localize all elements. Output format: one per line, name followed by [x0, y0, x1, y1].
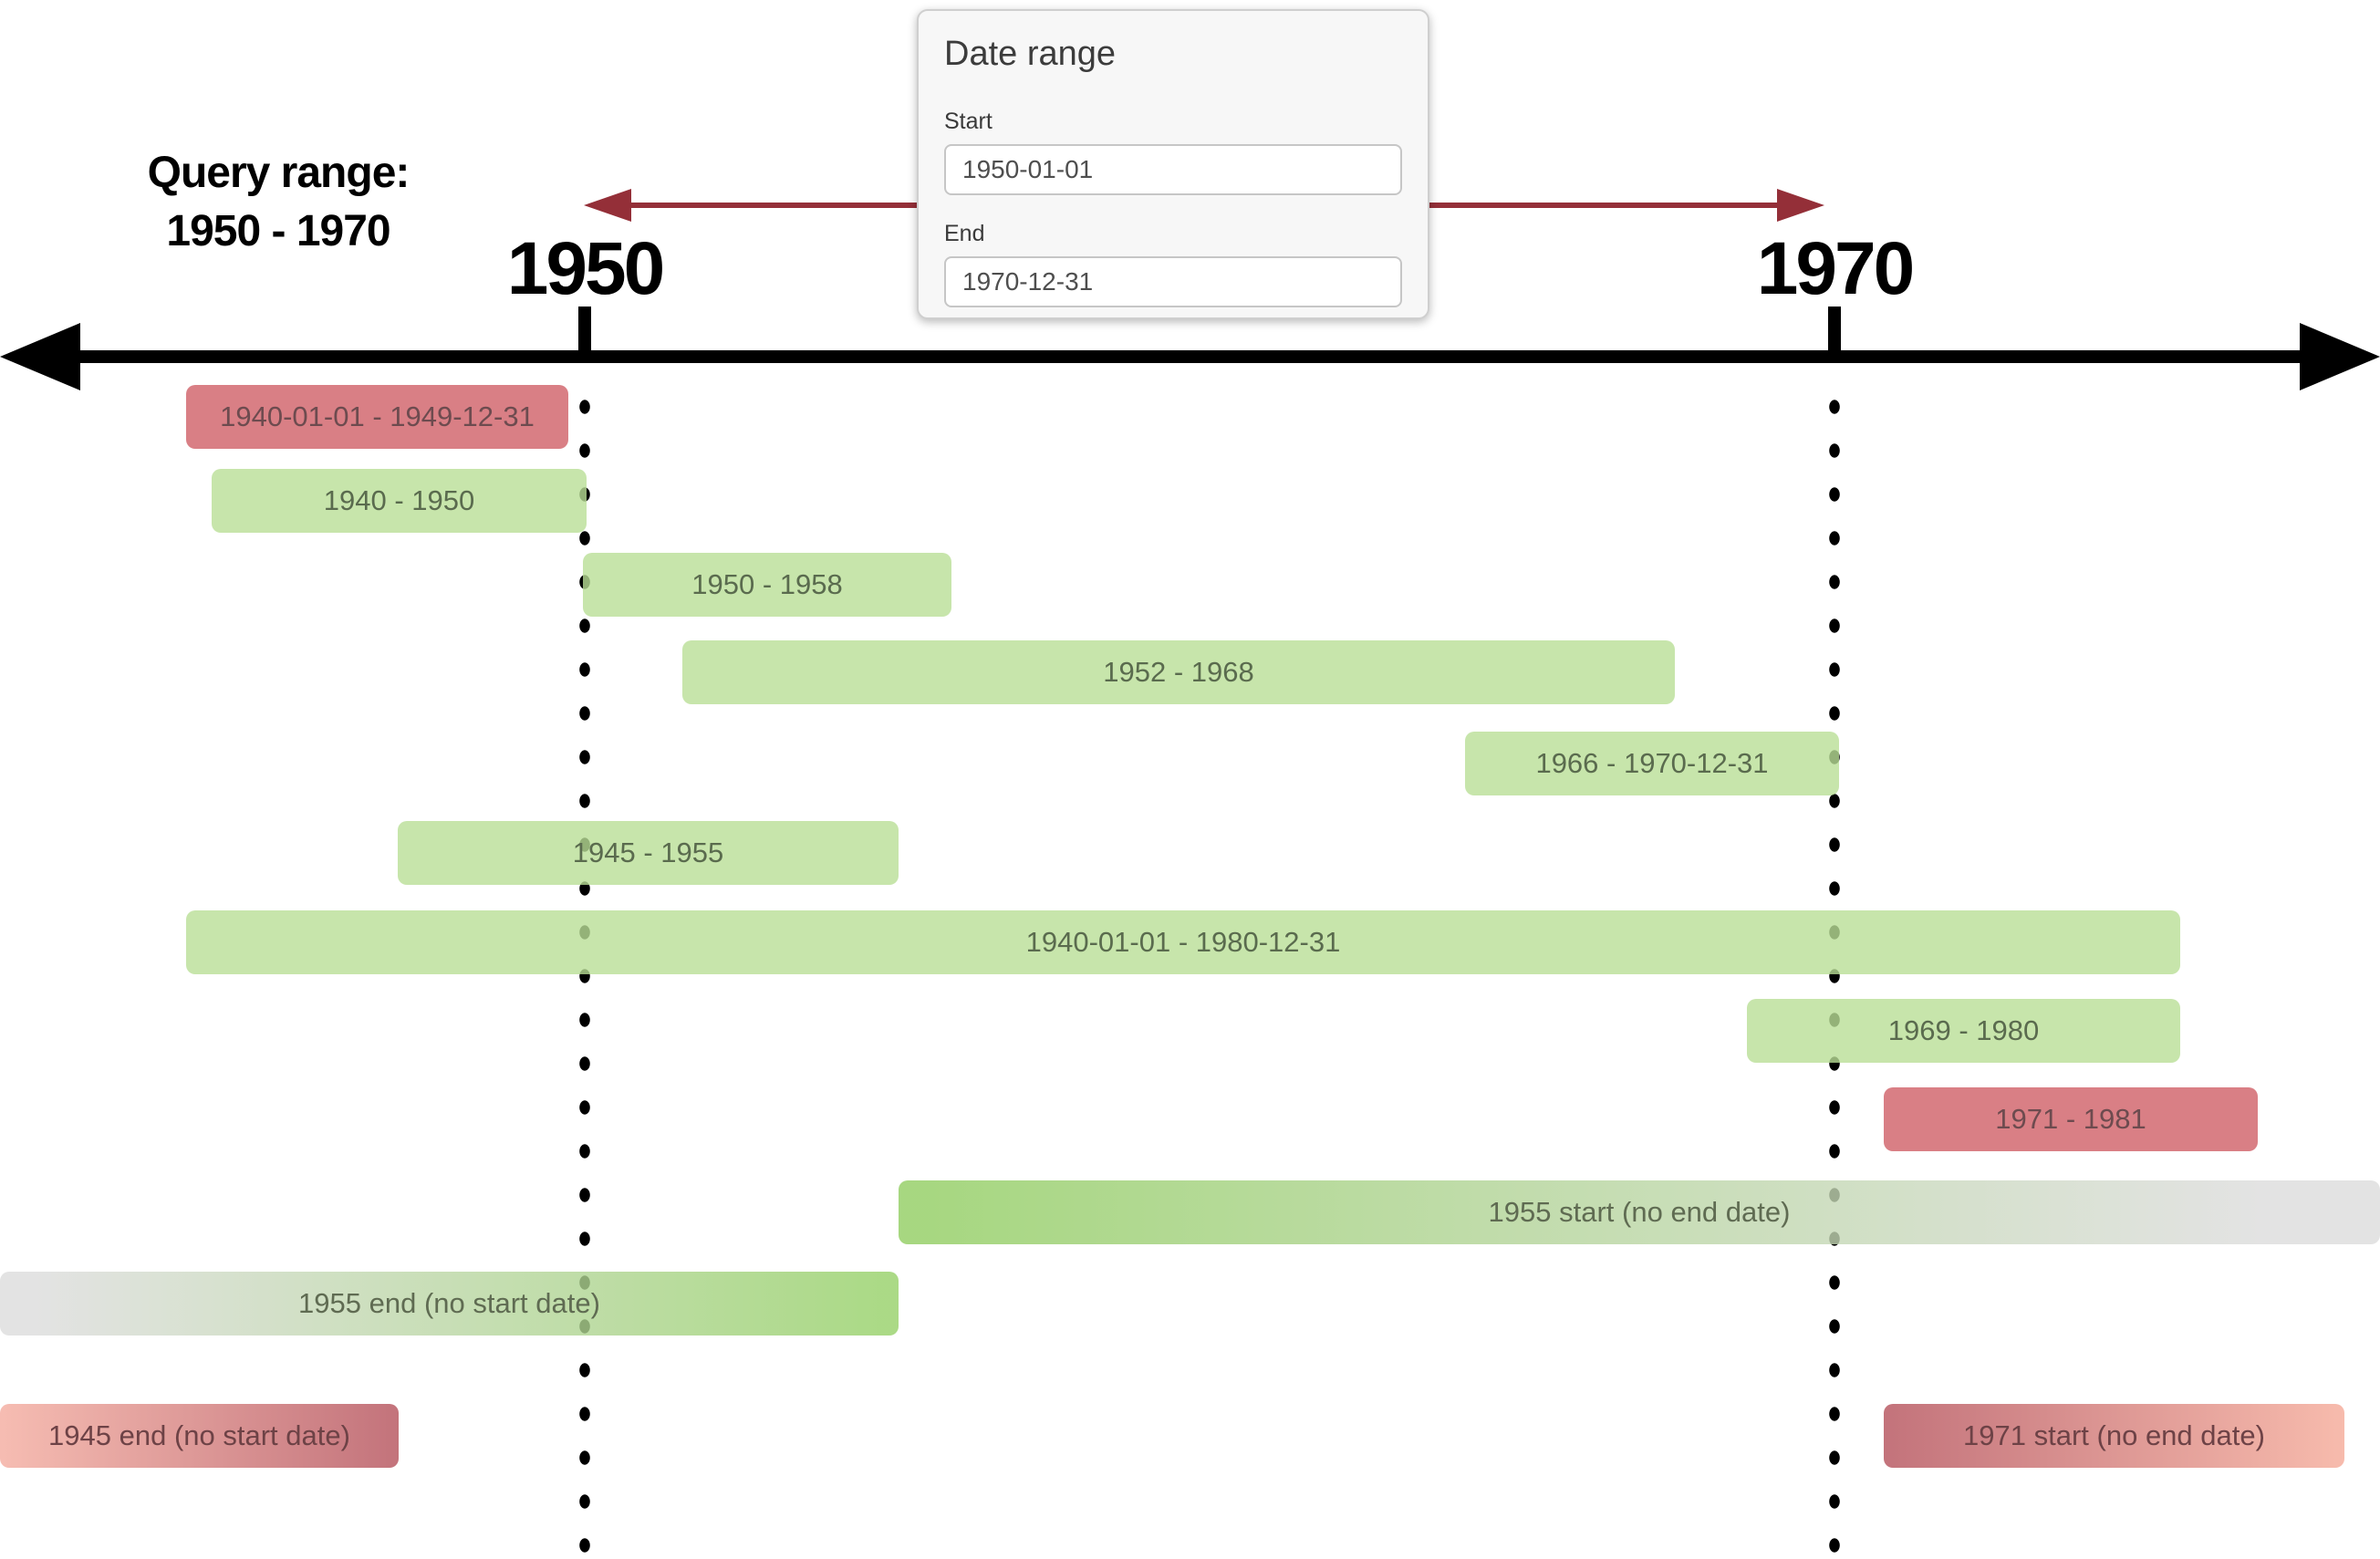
tick-label-1970: 1970 [1756, 227, 1915, 310]
query-arrow-left-icon [584, 189, 631, 222]
query-range-label-line1: Query range: [147, 149, 411, 197]
timeline-arrow-left-icon [0, 323, 80, 390]
date-range-panel-title: Date range [944, 35, 1117, 73]
start-date-input[interactable] [944, 144, 1402, 195]
start-date-label: Start [944, 109, 993, 134]
range-bar: 1971 - 1981 [1884, 1087, 2258, 1151]
range-bar: 1966 - 1970-12-31 [1465, 732, 1839, 795]
tick-label-1950: 1950 [506, 227, 665, 310]
range-bar: 1945 end (no start date) [0, 1404, 399, 1468]
query-range-label-line2: 1950 - 1970 [166, 207, 390, 255]
range-bar: 1945 - 1955 [398, 821, 899, 885]
tick-1950 [578, 307, 591, 352]
range-bar: 1955 end (no start date) [0, 1272, 899, 1336]
range-bar: 1969 - 1980 [1747, 999, 2180, 1063]
range-bar: 1940-01-01 - 1949-12-31 [186, 385, 568, 449]
range-bar: 1950 - 1958 [583, 553, 951, 617]
tick-1970 [1828, 307, 1841, 352]
range-bar: 1952 - 1968 [682, 640, 1675, 704]
timeline-axis [55, 350, 2325, 363]
query-arrow-right-icon [1777, 189, 1824, 222]
range-bar: 1940 - 1950 [212, 469, 587, 533]
query-range-label: Query range: 1950 - 1970 [87, 144, 470, 261]
end-date-input[interactable] [944, 256, 1402, 307]
range-bar: 1940-01-01 - 1980-12-31 [186, 910, 2180, 974]
range-bar: 1971 start (no end date) [1884, 1404, 2344, 1468]
timeline-arrow-right-icon [2300, 323, 2380, 390]
range-bar: 1955 start (no end date) [899, 1180, 2380, 1244]
end-date-label: End [944, 221, 985, 246]
date-range-panel: Date range Start End [917, 9, 1429, 319]
